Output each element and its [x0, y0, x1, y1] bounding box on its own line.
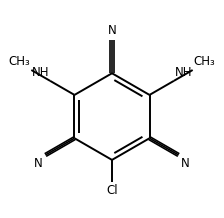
- Text: NH: NH: [175, 66, 192, 79]
- Text: NH: NH: [32, 66, 49, 79]
- Text: N: N: [34, 157, 43, 170]
- Text: CH₃: CH₃: [194, 55, 215, 68]
- Text: CH₃: CH₃: [9, 55, 30, 68]
- Text: N: N: [181, 157, 190, 170]
- Text: N: N: [108, 24, 116, 37]
- Text: Cl: Cl: [106, 184, 118, 197]
